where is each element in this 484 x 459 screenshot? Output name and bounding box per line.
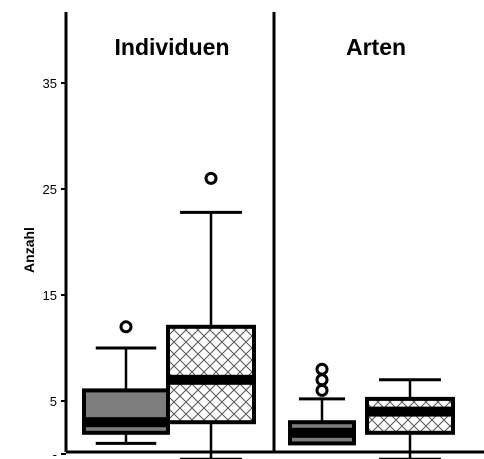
panel-title: Individuen: [115, 34, 230, 60]
median-line: [290, 427, 354, 438]
y-tick-label: 25: [43, 182, 57, 197]
axis-layer: - 5 15 25 35 Anzahl: [21, 12, 484, 459]
median-line: [168, 374, 254, 385]
outlier-point: [315, 362, 329, 376]
median-line: [367, 406, 453, 417]
y-tick-label: 5: [50, 394, 57, 409]
y-tick-label: 15: [43, 288, 57, 303]
outlier-point: [119, 320, 133, 334]
outlier-point: [204, 171, 218, 185]
box-body: [166, 324, 256, 425]
box-layer: [82, 171, 455, 459]
median-line: [84, 417, 168, 428]
outlier-point: [315, 383, 329, 397]
y-tick-label: -: [53, 447, 57, 459]
y-tick-label: 35: [43, 76, 57, 91]
y-axis-title: Anzahl: [21, 227, 37, 273]
panel-layer: Individuen Arten: [115, 12, 406, 452]
outlier-point: [315, 373, 329, 387]
panel-title: Arten: [346, 34, 406, 60]
